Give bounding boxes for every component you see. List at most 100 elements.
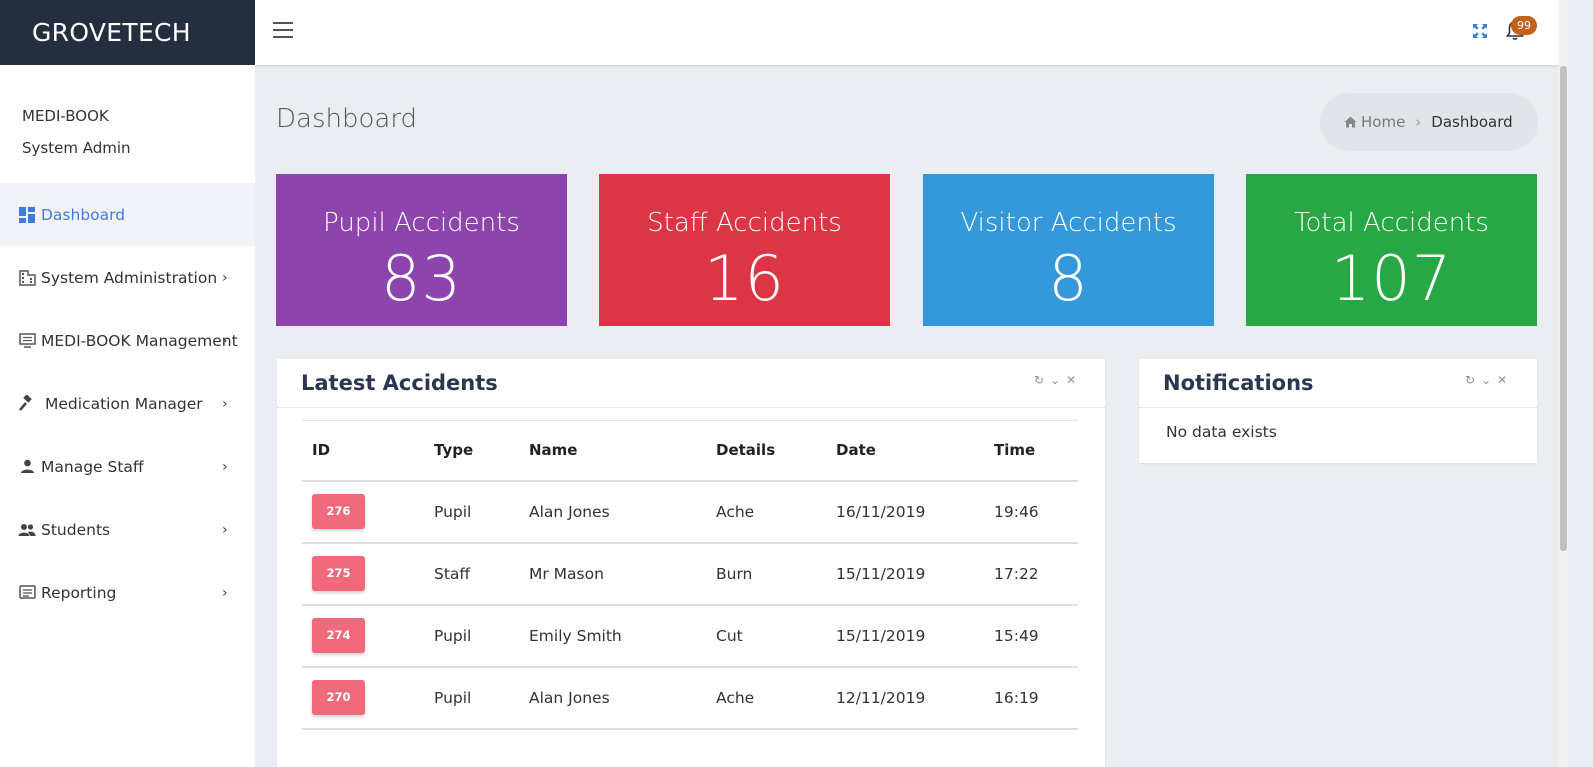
- sidebar-item-label: System Administration: [41, 268, 218, 287]
- fullscreen-icon[interactable]: [1472, 23, 1488, 39]
- sidebar-item-reporting[interactable]: Reporting ›: [0, 561, 255, 624]
- building-icon: [18, 269, 36, 287]
- cell-date: 15/11/2019: [826, 604, 984, 668]
- refresh-icon[interactable]: ↻: [1034, 373, 1045, 387]
- accident-id-button[interactable]: 276: [312, 494, 365, 529]
- column-header[interactable]: Time: [984, 420, 1078, 482]
- cell-details: Ache: [706, 480, 826, 544]
- cell-name: Alan Jones: [519, 480, 706, 544]
- cell-details: Burn: [706, 542, 826, 606]
- sidebar-item-students[interactable]: Students ›: [0, 498, 255, 561]
- cell-date: 15/11/2019: [826, 542, 984, 606]
- table-row[interactable]: 270 Pupil Alan Jones Ache 12/11/2019 16:…: [302, 666, 1078, 730]
- collapse-chevron-icon[interactable]: ⌄: [1481, 373, 1492, 387]
- panel-title: Notifications: [1163, 371, 1314, 395]
- brand-logo[interactable]: GROVETECH: [0, 0, 255, 65]
- cell-type: Pupil: [424, 604, 519, 668]
- gavel-icon: [18, 394, 36, 413]
- breadcrumb-home-link[interactable]: Home: [1361, 113, 1406, 131]
- cell-name: Emily Smith: [519, 604, 706, 668]
- stat-card-pupil-accidents[interactable]: Pupil Accidents 83: [276, 174, 567, 326]
- accident-id-button[interactable]: 275: [312, 556, 365, 591]
- accident-id-button[interactable]: 274: [312, 618, 365, 653]
- chevron-right-icon: ›: [222, 458, 228, 475]
- report-icon: [18, 584, 36, 602]
- stat-card-visitor-accidents[interactable]: Visitor Accidents 8: [923, 174, 1214, 326]
- user-org: MEDI-BOOK: [22, 107, 109, 125]
- cell-details: Cut: [706, 604, 826, 668]
- sidebar-item-medibook-management[interactable]: MEDI-BOOK Management ›: [0, 309, 255, 372]
- stat-label: Visitor Accidents: [960, 208, 1177, 238]
- table-row[interactable]: 274 Pupil Emily Smith Cut 15/11/2019 15:…: [302, 604, 1078, 668]
- column-header[interactable]: Type: [424, 420, 519, 482]
- hamburger-menu-icon[interactable]: [273, 22, 293, 39]
- stat-card-total-accidents[interactable]: Total Accidents 107: [1246, 174, 1537, 326]
- people-icon: [18, 521, 36, 539]
- cell-time: 17:22: [984, 542, 1078, 606]
- top-bar: 99: [255, 0, 1559, 65]
- monitor-icon: [18, 332, 36, 350]
- close-icon[interactable]: ✕: [1497, 373, 1508, 387]
- table-row[interactable]: 276 Pupil Alan Jones Ache 16/11/2019 19:…: [302, 480, 1078, 544]
- stat-label: Pupil Accidents: [323, 208, 520, 238]
- refresh-icon[interactable]: ↻: [1465, 373, 1476, 387]
- stat-value: 8: [1048, 242, 1089, 315]
- cell-type: Pupil: [424, 666, 519, 730]
- sidebar-item-label: Students: [41, 520, 111, 539]
- user-info: MEDI-BOOK System Admin: [0, 65, 255, 164]
- column-header[interactable]: Details: [706, 420, 826, 482]
- column-header[interactable]: ID: [302, 420, 424, 482]
- chevron-right-icon: ›: [222, 395, 228, 412]
- sidebar-item-label: Reporting: [41, 583, 117, 602]
- sidebar-item-label: MEDI-BOOK Management: [41, 331, 238, 350]
- cell-time: 16:19: [984, 666, 1078, 730]
- scrollbar-thumb[interactable]: [1560, 66, 1567, 551]
- user-role: System Admin: [22, 139, 131, 157]
- page-title: Dashboard: [276, 104, 418, 134]
- sidebar: MEDI-BOOK System Admin Dashboard System …: [0, 65, 255, 767]
- page-scrollbar[interactable]: [1559, 0, 1568, 767]
- panel-divider: [1139, 407, 1537, 408]
- table-row[interactable]: 275 Staff Mr Mason Burn 15/11/2019 17:22: [302, 542, 1078, 606]
- chevron-right-icon: ›: [222, 521, 228, 538]
- table-header-row: ID Type Name Details Date Time: [302, 420, 1078, 482]
- sidebar-item-system-administration[interactable]: System Administration ›: [0, 246, 255, 309]
- column-header[interactable]: Date: [826, 420, 984, 482]
- dashboard-icon: [18, 206, 36, 224]
- accidents-table: ID Type Name Details Date Time 276 Pupil…: [302, 420, 1078, 730]
- column-header[interactable]: Name: [519, 420, 706, 482]
- notifications-panel: Notifications ↻ ⌄ ✕ No data exists: [1139, 359, 1537, 463]
- panel-title: Latest Accidents: [301, 371, 498, 395]
- stat-label: Staff Accidents: [647, 208, 842, 238]
- home-icon: [1344, 116, 1357, 128]
- cell-type: Pupil: [424, 480, 519, 544]
- stat-value: 83: [381, 242, 462, 315]
- cell-details: Ache: [706, 666, 826, 730]
- panel-tools: ↻ ⌄ ✕: [1034, 373, 1076, 387]
- cell-date: 12/11/2019: [826, 666, 984, 730]
- sidebar-item-label: Dashboard: [41, 205, 126, 224]
- close-icon[interactable]: ✕: [1066, 373, 1077, 387]
- person-icon: [18, 458, 36, 476]
- breadcrumb-current: Dashboard: [1431, 113, 1513, 131]
- sidebar-item-label: Medication Manager: [45, 394, 203, 413]
- cell-name: Mr Mason: [519, 542, 706, 606]
- chevron-right-icon: ›: [222, 332, 228, 349]
- notification-count-badge: 99: [1511, 16, 1537, 35]
- accident-id-button[interactable]: 270: [312, 680, 365, 715]
- latest-accidents-panel: Latest Accidents ↻ ⌄ ✕ ID Type Name Deta…: [277, 359, 1105, 767]
- sidebar-item-dashboard[interactable]: Dashboard: [0, 183, 255, 246]
- cell-time: 15:49: [984, 604, 1078, 668]
- sidebar-item-manage-staff[interactable]: Manage Staff ›: [0, 435, 255, 498]
- cell-date: 16/11/2019: [826, 480, 984, 544]
- panel-divider: [277, 407, 1105, 408]
- stat-value: 107: [1330, 242, 1453, 315]
- notifications-empty-text: No data exists: [1166, 423, 1277, 441]
- breadcrumb: Home › Dashboard: [1320, 93, 1538, 151]
- sidebar-item-label: Manage Staff: [41, 457, 144, 476]
- sidebar-item-medication-manager[interactable]: Medication Manager ›: [0, 372, 255, 435]
- stat-label: Total Accidents: [1294, 208, 1489, 238]
- chevron-right-icon: ›: [222, 269, 228, 286]
- collapse-chevron-icon[interactable]: ⌄: [1050, 373, 1061, 387]
- stat-card-staff-accidents[interactable]: Staff Accidents 16: [599, 174, 890, 326]
